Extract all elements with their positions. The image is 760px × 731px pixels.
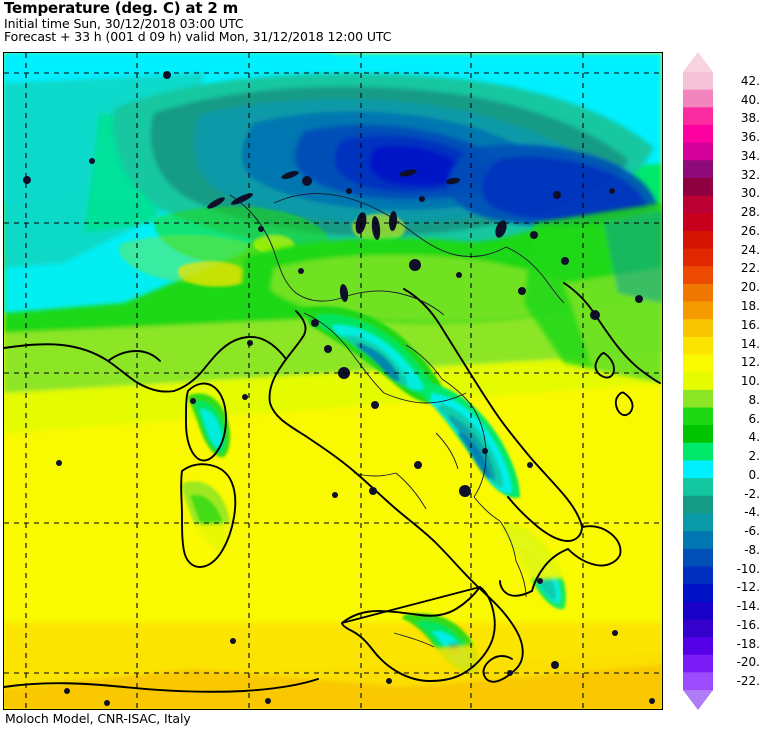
colorbar-band [683, 566, 713, 585]
temperature-map[interactable] [3, 52, 663, 710]
colorbar-band [683, 425, 713, 444]
colorbar-tick-label: 2. [748, 449, 760, 463]
colorbar-tick-label: -18. [736, 636, 760, 651]
colorbar-tick-label: 38. [740, 111, 760, 126]
colorbar-band [683, 478, 713, 497]
model-credit: Moloch Model, CNR-ISAC, Italy [5, 711, 191, 726]
colorbar-tick-label: -20. [736, 655, 760, 670]
colorbar-band [683, 531, 713, 550]
colorbar-band [683, 72, 713, 91]
colorbar-band [683, 89, 713, 108]
colorbar-tick-label: -12. [736, 580, 760, 595]
colorbar-tick-label: -4. [744, 505, 760, 520]
colorbar-tick-label: -6. [744, 524, 760, 539]
colorbar-band [683, 230, 713, 250]
colorbar-band [683, 301, 713, 320]
colorbar-band [683, 442, 713, 462]
colorbar-tick-label: 28. [740, 205, 760, 220]
colorbar-tick-label: 20. [740, 280, 760, 295]
colorbar-band [683, 601, 713, 620]
colorbar-tick-label: -10. [736, 561, 760, 576]
colorbar-band [683, 354, 713, 373]
colorbar-tick-label: -2. [744, 486, 760, 501]
colorbar-tick-label: 40. [740, 92, 760, 107]
colorbar-tick-label: 8. [748, 392, 760, 407]
colorbar-band [683, 372, 713, 391]
colorbar-tick-label: 32. [740, 167, 760, 182]
colorbar-band [683, 213, 713, 232]
colorbar-band [683, 513, 713, 532]
colorbar-band [683, 195, 713, 214]
colorbar-tick-label: 34. [740, 148, 760, 163]
colorbar-tick-label: -14. [736, 599, 760, 614]
colorbar-over-arrow [683, 52, 713, 72]
colorbar-tick-label: 26. [740, 223, 760, 238]
colorbar-band [683, 160, 713, 179]
colorbar-tick-label: 0. [748, 467, 760, 482]
colorbar-band [683, 407, 713, 426]
colorbar-tick-labels: 42. 40. 38. 36. 34. 32. 30. 28. 26. 24. 22. 20. 18. 1… [718, 52, 760, 710]
colorbar-band [683, 124, 713, 144]
colorbar-under-arrow [683, 690, 713, 710]
header: Temperature (deg. C) at 2 m Initial time… [4, 0, 664, 43]
colorbar-band [683, 548, 713, 567]
colorbar-band [683, 336, 713, 356]
page-title: Temperature (deg. C) at 2 m [4, 0, 239, 17]
colorbar-band [683, 389, 713, 409]
colorbar-band [683, 460, 713, 479]
colorbar-band [683, 107, 713, 126]
colorbar-tick-label: 24. [740, 242, 760, 257]
colorbar-band [683, 266, 713, 285]
colorbar-tick-label: -22. [736, 674, 760, 689]
colorbar-tick-label: -16. [736, 617, 760, 632]
colorbar-tick-label: 12. [740, 355, 760, 370]
initial-time-line: Initial time Sun, 30/12/2018 03:00 UTC [4, 16, 244, 31]
colorbar-tick-label: 14. [740, 336, 760, 351]
colorbar-band [683, 319, 713, 338]
colorbar-band [683, 177, 713, 197]
colorbar-tick-label: -8. [744, 542, 760, 557]
forecast-valid-line: Forecast + 33 h (001 d 09 h) valid Mon, … [4, 29, 392, 44]
colorbar-band [683, 672, 713, 691]
colorbar-swatches [683, 52, 713, 710]
colorbar-tick-label: 42. [740, 73, 760, 88]
colorbar-band [683, 495, 713, 515]
colorbar-tick-label: 18. [740, 299, 760, 313]
colorbar-band [683, 584, 713, 603]
colorbar-band [683, 283, 713, 303]
colorbar-tick-label: 10. [740, 374, 760, 388]
colorbar-band [683, 142, 713, 161]
colorbar-band [683, 637, 713, 656]
colorbar-band [683, 248, 713, 267]
colorbar [683, 52, 713, 710]
colorbar-tick-label: 6. [748, 411, 760, 426]
colorbar-band [683, 654, 713, 673]
colorbar-tick-label: 30. [740, 186, 760, 201]
colorbar-tick-label: 36. [740, 130, 760, 145]
colorbar-tick-label: 16. [740, 317, 760, 332]
colorbar-tick-label: 4. [748, 430, 760, 445]
colorbar-band [683, 619, 713, 638]
temperature-field [4, 53, 662, 709]
colorbar-tick-label: 22. [740, 261, 760, 276]
